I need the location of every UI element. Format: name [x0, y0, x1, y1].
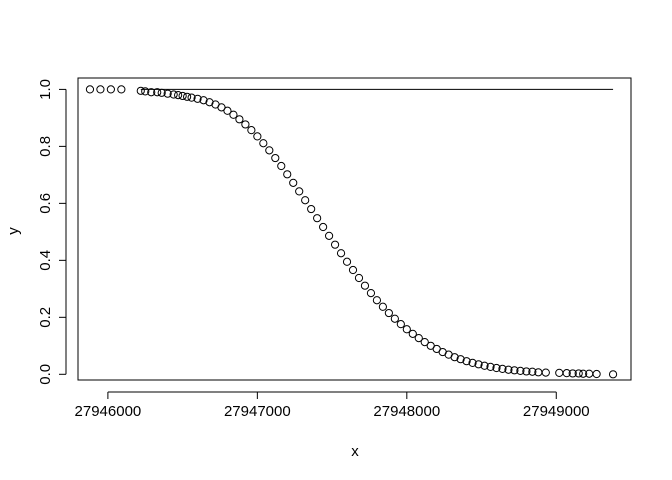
data-point: [555, 368, 564, 377]
data-point: [169, 90, 178, 99]
data-point: [330, 240, 340, 249]
data-point: [354, 273, 364, 283]
data-point: [117, 85, 126, 94]
data-point: [253, 132, 262, 141]
data-point: [366, 289, 376, 298]
y-tick-label: 1.0: [37, 79, 54, 100]
data-point: [163, 89, 172, 98]
data-point: [528, 367, 537, 376]
data-point: [372, 296, 382, 305]
data-point: [247, 126, 256, 135]
data-point: [229, 110, 238, 119]
y-axis-label: y: [5, 227, 22, 235]
x-tick-label: 27946000: [75, 403, 142, 420]
data-point: [324, 231, 334, 240]
y-tick-label: 0.0: [37, 364, 54, 385]
data-point: [541, 368, 550, 377]
data-point: [342, 257, 352, 266]
data-point: [384, 308, 393, 318]
data-point: [178, 91, 187, 101]
data-point: [456, 355, 465, 364]
data-point: [106, 85, 115, 94]
data-point: [574, 369, 583, 378]
data-point: [568, 369, 577, 378]
data-point: [223, 106, 232, 115]
data-point: [313, 214, 322, 223]
data-point: [174, 90, 183, 100]
data-point: [241, 120, 250, 129]
data-point: [271, 153, 280, 163]
data-point: [360, 281, 370, 290]
y-axis: 0.0 0.2 0.4 0.6 0.8 1.0: [37, 79, 67, 385]
data-point: [153, 88, 162, 97]
data-point: [307, 204, 316, 214]
data-point: [85, 85, 95, 94]
x-tick-label: 27947000: [224, 403, 291, 420]
y-tick-label: 0.2: [37, 307, 54, 328]
data-point: [289, 178, 298, 187]
data-point: [579, 369, 588, 378]
data-point: [450, 353, 459, 362]
plot-frame: [77, 77, 632, 381]
data-point: [193, 94, 202, 103]
data-point: [522, 367, 531, 376]
data-point: [136, 86, 145, 95]
data-point: [516, 366, 525, 375]
data-point: [147, 88, 156, 97]
data-point: [462, 357, 471, 366]
data-point: [277, 161, 286, 171]
x-tick-label: 27948000: [373, 403, 440, 420]
data-point: [301, 196, 310, 205]
x-axis-label: x: [351, 443, 359, 460]
data-point: [336, 249, 346, 258]
x-tick-label: 27949000: [523, 403, 590, 420]
data-point: [96, 85, 105, 94]
y-tick-label: 0.8: [37, 136, 54, 157]
data-point: [510, 366, 519, 375]
data-point: [217, 103, 226, 112]
data-layer: [85, 85, 618, 379]
data-point: [396, 320, 405, 329]
data-point: [498, 364, 507, 373]
data-point: [265, 146, 274, 155]
data-point: [319, 222, 328, 232]
data-point: [378, 302, 387, 311]
data-point: [474, 360, 483, 369]
data-point: [235, 115, 244, 124]
data-point: [141, 87, 150, 96]
data-point: [348, 265, 358, 275]
data-point: [486, 362, 495, 371]
y-tick-label: 0.6: [37, 193, 54, 214]
data-point: [420, 338, 429, 347]
data-point: [259, 139, 268, 148]
y-tick-label: 0.4: [37, 250, 54, 271]
data-point: [468, 358, 477, 368]
data-point: [402, 325, 411, 334]
data-point: [295, 187, 304, 196]
data-point: [492, 363, 501, 373]
data-point: [592, 369, 601, 379]
data-point: [408, 329, 417, 338]
data-point: [199, 96, 208, 105]
data-point: [608, 370, 618, 379]
data-point: [183, 92, 192, 101]
data-point: [480, 361, 489, 370]
data-point: [562, 369, 571, 378]
data-point: [414, 334, 423, 343]
x-axis: 27946000 27947000 27948000 27949000: [75, 391, 590, 420]
data-point: [504, 365, 513, 374]
data-point: [283, 170, 292, 179]
data-point: [187, 93, 196, 102]
data-point: [390, 314, 399, 323]
